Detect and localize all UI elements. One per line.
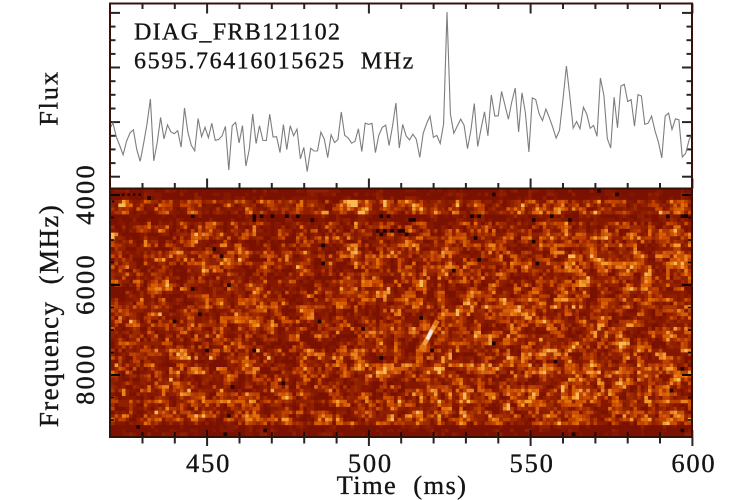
- svg-text:600: 600: [671, 448, 716, 478]
- svg-text:4000: 4000: [70, 163, 100, 225]
- svg-text:Flux: Flux: [34, 70, 64, 126]
- svg-text:8000: 8000: [70, 343, 100, 405]
- svg-text:550: 550: [510, 448, 555, 478]
- svg-text:Time (ms): Time (ms): [337, 470, 468, 500]
- svg-text:Frequency (MHz): Frequency (MHz): [34, 204, 64, 427]
- svg-text:DIAG_FRB121102: DIAG_FRB121102: [134, 20, 341, 46]
- svg-text:6595.76416015625 MHz: 6595.76416015625 MHz: [134, 49, 415, 75]
- svg-text:6000: 6000: [70, 253, 100, 315]
- svg-text:500: 500: [348, 448, 393, 478]
- svg-text:450: 450: [186, 448, 231, 478]
